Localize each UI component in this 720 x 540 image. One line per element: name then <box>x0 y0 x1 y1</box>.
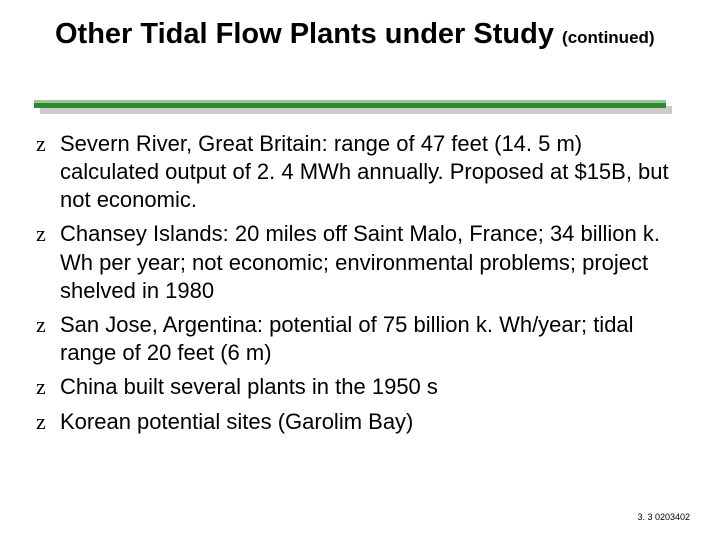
bullet-icon: z <box>36 220 60 249</box>
list-item: z Chansey Islands: 20 miles off Saint Ma… <box>36 220 680 304</box>
content-area: z Severn River, Great Britain: range of … <box>36 130 680 442</box>
bullet-text: Korean potential sites (Garolim Bay) <box>60 408 680 436</box>
bullet-icon: z <box>36 130 60 159</box>
divider-bar <box>34 100 674 122</box>
list-item: z China built several plants in the 1950… <box>36 373 680 402</box>
slide-title: Other Tidal Flow Plants under Study (con… <box>55 18 680 51</box>
bullet-text: Chansey Islands: 20 miles off Saint Malo… <box>60 220 680 304</box>
title-block: Other Tidal Flow Plants under Study (con… <box>0 0 720 51</box>
bullet-icon: z <box>36 311 60 340</box>
bullet-icon: z <box>36 373 60 402</box>
divider-highlight <box>34 100 666 103</box>
title-main: Other Tidal Flow Plants under Study <box>55 18 554 50</box>
bullet-icon: z <box>36 408 60 437</box>
title-subtitle: (continued) <box>562 28 655 47</box>
list-item: z Korean potential sites (Garolim Bay) <box>36 408 680 437</box>
list-item: z Severn River, Great Britain: range of … <box>36 130 680 214</box>
bullet-text: China built several plants in the 1950 s <box>60 373 680 401</box>
list-item: z San Jose, Argentina: potential of 75 b… <box>36 311 680 367</box>
bullet-text: San Jose, Argentina: potential of 75 bil… <box>60 311 680 367</box>
bullet-text: Severn River, Great Britain: range of 47… <box>60 130 680 214</box>
footer-text: 3. 3 0203402 <box>637 512 690 522</box>
slide: Other Tidal Flow Plants under Study (con… <box>0 0 720 540</box>
